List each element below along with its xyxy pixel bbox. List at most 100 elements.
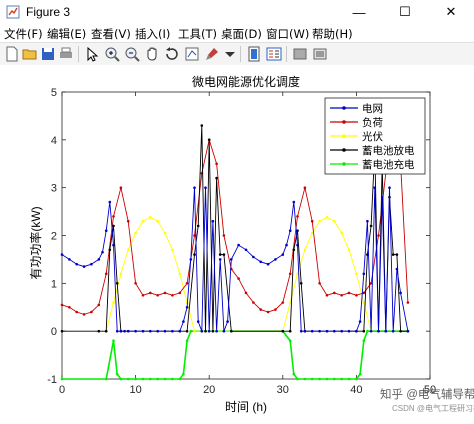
data-point [303, 248, 307, 252]
menu-insert[interactable]: 插入(I) [135, 27, 171, 41]
data-point [75, 262, 78, 266]
data-point [156, 294, 159, 297]
data-point [115, 282, 119, 285]
data-point [204, 329, 207, 333]
colorbar-icon[interactable] [246, 46, 262, 62]
rotate-icon[interactable] [164, 46, 180, 62]
menu-file[interactable]: 文件(F) [4, 27, 43, 41]
data-point [134, 377, 137, 381]
y-tick-label: 1 [51, 278, 57, 290]
data-point [318, 219, 321, 223]
data-point [97, 303, 101, 307]
data-point [292, 248, 296, 252]
data-point [399, 291, 402, 295]
toolbar-separator [78, 46, 79, 62]
data-point [185, 329, 189, 333]
data-point [296, 377, 299, 381]
minimize-button[interactable]: — [352, 4, 366, 20]
zoom-in-icon[interactable] [104, 46, 120, 62]
data-point [211, 329, 215, 333]
y-tick-label: 3 [51, 183, 57, 195]
data-point [119, 272, 123, 276]
data-point [112, 224, 115, 228]
menu-edit[interactable]: 编辑(E) [47, 27, 87, 41]
zoom-out-icon[interactable] [124, 46, 140, 62]
data-point [108, 200, 112, 204]
data-point [292, 372, 296, 376]
data-point [90, 310, 93, 314]
y-tick-label: 2 [51, 231, 57, 243]
series-1 [60, 186, 410, 333]
data-point [218, 253, 222, 256]
data-point [182, 372, 185, 376]
data-point [60, 329, 64, 333]
data-point [288, 329, 292, 333]
brush-icon[interactable] [204, 46, 220, 62]
print-icon[interactable] [58, 46, 74, 62]
menu-view[interactable]: 查看(V) [91, 27, 131, 41]
data-point [126, 219, 130, 223]
data-point [377, 329, 380, 333]
menu-tools[interactable]: 工具(T) [178, 27, 217, 41]
data-point [141, 329, 145, 333]
data-point [281, 253, 285, 256]
maximize-button[interactable]: ☐ [399, 4, 411, 19]
data-point [325, 294, 329, 297]
data-point [171, 377, 174, 381]
data-point [366, 329, 369, 333]
data-point [119, 329, 123, 333]
data-point [296, 272, 299, 276]
data-point [218, 258, 222, 261]
data-point [60, 303, 64, 307]
data-point [149, 216, 152, 219]
show-tools-icon[interactable] [312, 46, 328, 62]
data-point [104, 272, 108, 276]
menu-help[interactable]: 帮助(H) [312, 27, 353, 41]
figure-toolbar [0, 42, 474, 66]
data-point [325, 377, 329, 381]
data-point [340, 377, 344, 381]
data-point [104, 377, 108, 381]
data-point [207, 138, 211, 142]
data-point [237, 243, 240, 247]
data-point [119, 377, 123, 381]
brush-dropdown-icon[interactable] [222, 46, 238, 62]
hide-tools-icon[interactable] [292, 46, 308, 62]
close-button[interactable]: ✕ [445, 4, 457, 19]
data-point [178, 291, 182, 295]
data-point [104, 229, 108, 232]
data-point [244, 248, 248, 252]
pointer-icon[interactable] [84, 46, 100, 62]
data-point [310, 231, 314, 235]
data-point [185, 306, 189, 309]
save-icon[interactable] [40, 46, 56, 62]
data-point [384, 329, 388, 333]
data-cursor-icon[interactable] [184, 46, 200, 62]
data-point [226, 320, 229, 323]
data-point [230, 329, 233, 333]
x-tick-label: 30 [277, 384, 289, 396]
legend-icon[interactable] [266, 46, 282, 62]
legend-label: 蓄电池充电 [362, 158, 415, 171]
data-point [115, 372, 119, 376]
data-point [333, 329, 336, 333]
pan-icon[interactable] [144, 46, 160, 62]
legend-marker [342, 134, 346, 138]
data-point [281, 329, 285, 333]
data-point [123, 329, 126, 333]
menu-desktop[interactable]: 桌面(D) [221, 27, 262, 41]
data-point [347, 291, 351, 295]
open-folder-icon[interactable] [22, 46, 38, 62]
new-file-icon[interactable] [4, 46, 20, 62]
data-point [333, 291, 336, 295]
window-titlebar: Figure 3 — ☐ ✕ [0, 0, 474, 25]
data-point [222, 234, 226, 237]
data-point [358, 372, 362, 376]
data-point [68, 258, 71, 261]
menu-window[interactable]: 窗口(W) [266, 27, 310, 41]
data-point [200, 329, 204, 333]
data-point [303, 377, 307, 381]
data-point [171, 329, 174, 333]
data-point [163, 329, 167, 333]
